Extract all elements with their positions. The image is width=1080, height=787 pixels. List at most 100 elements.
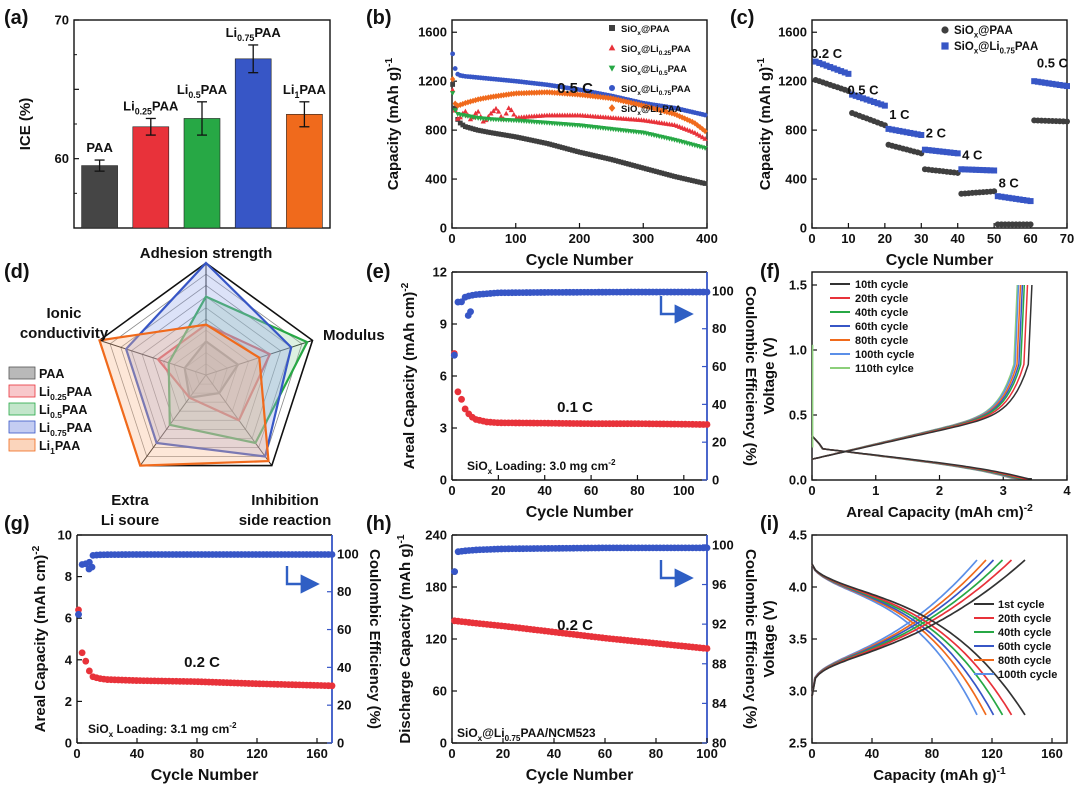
- 4-xtick-label: 80: [630, 483, 644, 498]
- data-point: [470, 126, 476, 132]
- 2-xtick-label: 50: [987, 231, 1001, 246]
- label-part-tail: ): [397, 544, 414, 549]
- label-part-tail: @PAA: [641, 24, 670, 35]
- panel-b-ylabel: Capacity (mAh g)-1: [384, 57, 402, 190]
- data-point: [699, 134, 706, 140]
- data-point: [478, 128, 484, 134]
- label-part-base: SiO: [621, 84, 637, 95]
- data-point: [694, 122, 701, 129]
- 8-xtick-label: 40: [865, 746, 879, 761]
- bar: [286, 113, 323, 229]
- legend-label: 100th cycle: [998, 669, 1057, 681]
- capacity-point: [82, 657, 90, 665]
- label-part-tail: PAA: [254, 25, 281, 40]
- radar-axis-label: Inhibition: [251, 492, 318, 509]
- label-part-tail: PAA: [62, 403, 87, 417]
- data-point: [1013, 195, 1019, 202]
- 6-ytick-right-label: 60: [337, 622, 351, 637]
- data-point: [1023, 197, 1030, 204]
- 2-xtick-label: 10: [841, 231, 855, 246]
- data-point: [664, 171, 670, 177]
- data-point: [697, 124, 703, 131]
- data-point: [830, 65, 837, 72]
- efficiency-point: [75, 611, 82, 618]
- label-part-base: Discharge Capacity (mAh g: [397, 549, 414, 744]
- label-part-base: SiO: [621, 64, 637, 75]
- 7-ytick-label: 180: [425, 580, 447, 595]
- xlabel: Cycle Number: [526, 504, 634, 521]
- 1-ytick-label: 0: [440, 221, 447, 236]
- label-part-base: Li: [177, 82, 189, 97]
- label-part-sup: -2: [400, 282, 411, 291]
- label-part-base: Li: [39, 403, 50, 417]
- data-point: [679, 175, 685, 181]
- data-point: [827, 64, 834, 71]
- data-point: [455, 115, 461, 121]
- data-point: [823, 62, 830, 69]
- data-point: [812, 58, 819, 65]
- radar-series: [167, 295, 309, 445]
- data-point: [656, 169, 662, 175]
- 7-ytick-right-label: 92: [712, 617, 726, 632]
- label-part-base: Li: [39, 439, 50, 453]
- label-part-tail: ): [385, 67, 402, 72]
- label-part-base: SiO: [621, 104, 637, 115]
- data-point: [620, 97, 627, 105]
- data-point: [929, 147, 936, 154]
- data-point: [1042, 79, 1049, 86]
- data-point: [554, 143, 560, 149]
- label-part-base: SiO: [457, 726, 478, 740]
- 7-ytick-right-label: 80: [712, 736, 726, 751]
- data-point: [1016, 196, 1023, 203]
- bar-label: Li0.25PAA: [123, 98, 179, 116]
- 4-ytick-right-label: 0: [712, 473, 719, 488]
- 6-ytick-right-label: 80: [337, 584, 351, 599]
- label-part-sub: x: [974, 47, 979, 56]
- data-point: [549, 142, 555, 148]
- data-point: [580, 150, 586, 156]
- data-point: [687, 177, 693, 183]
- data-point: [649, 167, 654, 173]
- data-point: [585, 151, 591, 157]
- data-point: [914, 131, 921, 138]
- 5-xtick-label: 0: [808, 483, 815, 498]
- data-point: [903, 129, 910, 136]
- data-point: [534, 138, 540, 144]
- 2-xtick-label: 20: [878, 231, 892, 246]
- data-point: [590, 152, 596, 158]
- 1-xtick-label: 0: [448, 231, 455, 246]
- capacity-point: [78, 649, 86, 657]
- data-point: [582, 92, 588, 99]
- panel-i-ylabel: Voltage (V): [761, 600, 778, 677]
- panel-b-xlabel: Cycle Number: [526, 252, 634, 269]
- legend-marker: [608, 104, 616, 112]
- data-point: [951, 149, 958, 156]
- data-point: [551, 89, 558, 96]
- ylabel-right: Coulombic Efficiency (%): [366, 549, 383, 729]
- data-point: [672, 174, 677, 179]
- bar-label: PAA: [86, 140, 113, 155]
- data-point: [495, 108, 502, 114]
- legend-label: SiOx@PAA: [621, 24, 670, 37]
- data-point: [998, 193, 1005, 200]
- legend-label: 40th cycle: [855, 307, 908, 319]
- rate-label: 1 C: [889, 107, 910, 122]
- label-part-sup: -1: [997, 766, 1006, 777]
- label-part-tail: ): [1019, 504, 1024, 521]
- data-point: [542, 140, 547, 146]
- data-point: [954, 150, 961, 157]
- label-part-tail2: PAA: [671, 44, 690, 55]
- efficiency-point: [450, 351, 458, 359]
- panel-b: (b) 0 100 200 300 400 0 400 800 1200 1600 Cycle Num…: [366, 7, 718, 269]
- 2-xtick-label: 70: [1060, 231, 1074, 246]
- data-point: [449, 87, 456, 93]
- data-point: [991, 188, 998, 195]
- data-point: [480, 128, 486, 134]
- data-point: [511, 111, 517, 117]
- label-part-base: SiO: [621, 44, 637, 55]
- 8-xtick-label: 80: [925, 746, 939, 761]
- data-point: [983, 167, 990, 174]
- data-point: [677, 175, 682, 181]
- 6-ytick-label: 6: [65, 611, 72, 626]
- data-point: [1020, 196, 1027, 203]
